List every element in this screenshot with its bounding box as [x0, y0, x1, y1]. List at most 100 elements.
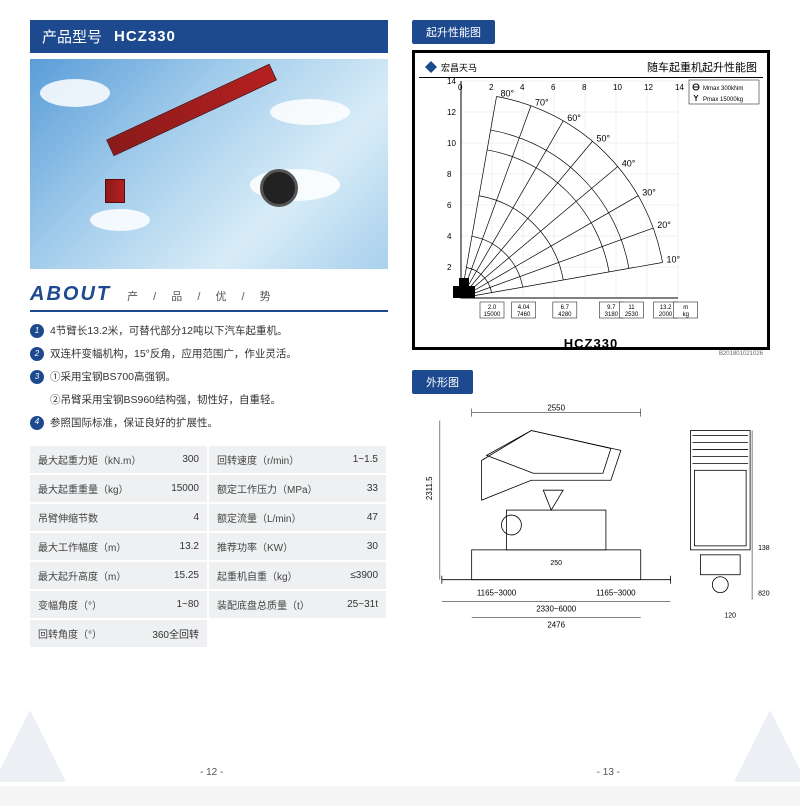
- spec-cell: 最大起重重量（kg） 15000: [30, 475, 209, 504]
- product-photo: [30, 59, 388, 269]
- spec-cell: 回转角度（°） 360全回转: [30, 620, 209, 649]
- svg-text:m: m: [683, 305, 688, 311]
- svg-text:8: 8: [582, 83, 587, 92]
- svg-text:20°: 20°: [657, 220, 671, 230]
- outline-diagram: 2550 2311.5 250 1165~3000 1165~3000 2330…: [412, 400, 770, 650]
- feature-text: 双连杆变幅机构，15°反角，应用范围广，作业灵活。: [50, 345, 388, 364]
- svg-text:250: 250: [550, 560, 562, 567]
- feature-item: 3 ①采用宝钢BS700高强钢。: [30, 368, 388, 387]
- svg-text:7460: 7460: [517, 312, 531, 318]
- spec-value: 300: [174, 454, 199, 465]
- spec-label: 最大起升高度（m）: [38, 568, 126, 583]
- svg-text:6: 6: [447, 201, 452, 210]
- chart-code: B201801021026: [419, 351, 763, 357]
- chart-title: 随车起重机起升性能图: [647, 59, 757, 75]
- spec-value: 1~80: [168, 599, 199, 610]
- feature-item: 1 4节臂长13.2米，可替代部分12吨以下汽车起重机。: [30, 322, 388, 341]
- feature-item: 4 参照国际标准，保证良好的扩展性。: [30, 414, 388, 433]
- svg-text:50°: 50°: [597, 133, 611, 143]
- model-header: 产品型号 HCZ330: [30, 20, 388, 53]
- svg-text:12: 12: [447, 108, 456, 117]
- chart-model: HCZ330: [419, 334, 763, 351]
- spec-value: 13.2: [172, 541, 199, 552]
- spec-value: ≤3900: [342, 570, 378, 581]
- svg-text:1165~3000: 1165~3000: [477, 589, 517, 598]
- svg-text:2000: 2000: [659, 312, 673, 318]
- feature-badge: 3: [30, 370, 44, 384]
- spec-cell: 变幅角度（°）1~80: [30, 591, 209, 620]
- about-subtitle: 产 / 品 / 优 / 势: [127, 288, 277, 304]
- spec-cell: 最大起升高度（m） 15.25: [30, 562, 209, 591]
- spec-value: 30: [359, 541, 378, 552]
- page-number-left: - 12 -: [200, 767, 223, 778]
- spec-label: 吊臂伸缩节数: [38, 510, 98, 525]
- spec-value: 1~1.5: [345, 454, 378, 465]
- svg-text:Mmax 300kNm: Mmax 300kNm: [703, 86, 743, 92]
- features-list: 1 4节臂长13.2米，可替代部分12吨以下汽车起重机。 2双连杆变幅机构，15°反…: [30, 322, 388, 436]
- spec-value: 47: [359, 512, 378, 523]
- spec-label: 额定工作压力（MPa）: [217, 481, 318, 496]
- spec-cell: 最大工作幅度（m） 13.2: [30, 533, 209, 562]
- svg-text:2: 2: [447, 263, 452, 272]
- svg-text:14: 14: [675, 83, 684, 92]
- spec-cell: 推荐功率（KW） 30: [209, 533, 388, 562]
- svg-text:820: 820: [758, 591, 770, 598]
- feature-text: 参照国际标准，保证良好的扩展性。: [50, 414, 388, 433]
- svg-text:2476: 2476: [547, 620, 565, 629]
- page-number-right: - 13 -: [597, 767, 620, 778]
- svg-text:30°: 30°: [642, 188, 656, 198]
- spec-label: 回转角度（°）: [38, 626, 102, 641]
- feature-badge: 4: [30, 416, 44, 430]
- spec-cell: 吊臂伸缩节数4: [30, 504, 209, 533]
- spec-table: 最大起重力矩（kN.m） 300 回转速度（r/min） 1~1.5 最大起重重量（kg…: [30, 446, 388, 649]
- svg-text:14: 14: [447, 78, 456, 86]
- svg-text:2311.5: 2311.5: [425, 476, 434, 500]
- svg-text:11: 11: [628, 305, 635, 311]
- spec-label: 最大起重力矩（kN.m）: [38, 452, 141, 467]
- spec-cell: 起重机自重（kg） ≤3900: [209, 562, 388, 591]
- perf-tab: 起升性能图: [412, 20, 495, 44]
- svg-text:4.04: 4.04: [518, 305, 530, 311]
- feature-item: 2双连杆变幅机构，15°反角，应用范围广，作业灵活。: [30, 345, 388, 364]
- svg-text:Pmax 15000kg: Pmax 15000kg: [703, 97, 743, 103]
- header-label: 产品型号: [42, 26, 102, 47]
- spec-label: 装配底盘总质量（t）: [217, 597, 310, 612]
- svg-text:4: 4: [520, 83, 525, 92]
- spec-value: 15000: [163, 483, 199, 494]
- spec-label: 推荐功率（KW）: [217, 539, 293, 554]
- svg-text:138: 138: [758, 545, 770, 552]
- spec-label: 最大起重重量（kg）: [38, 481, 129, 496]
- spec-cell: 回转速度（r/min） 1~1.5: [209, 446, 388, 475]
- svg-text:9.7: 9.7: [607, 305, 616, 311]
- spec-value: 15.25: [166, 570, 199, 581]
- svg-text:60°: 60°: [567, 113, 581, 123]
- spec-value: 25~31t: [339, 599, 378, 610]
- svg-text:6.7: 6.7: [561, 305, 570, 311]
- svg-text:80°: 80°: [501, 89, 515, 99]
- feature-text: ①采用宝钢BS700高强钢。: [50, 368, 388, 387]
- svg-text:10: 10: [613, 83, 622, 92]
- svg-text:2330~6000: 2330~6000: [536, 605, 577, 614]
- spec-label: 回转速度（r/min）: [217, 452, 299, 467]
- performance-chart: 宏昌天马 随车起重机起升性能图 Mmax 300kNm Pmax 15000kg…: [412, 50, 770, 350]
- spec-label: 起重机自重（kg）: [217, 568, 298, 583]
- feature-badge: 1: [30, 324, 44, 338]
- svg-text:3180: 3180: [605, 312, 619, 318]
- svg-text:6: 6: [551, 83, 556, 92]
- svg-text:120: 120: [724, 612, 736, 619]
- svg-text:2530: 2530: [625, 312, 639, 318]
- svg-text:15000: 15000: [484, 312, 501, 318]
- spec-cell: 装配底盘总质量（t） 25~31t: [209, 591, 388, 620]
- outline-tab: 外形图: [412, 370, 473, 394]
- spec-label: 最大工作幅度（m）: [38, 539, 126, 554]
- svg-text:2: 2: [489, 83, 494, 92]
- chart-brand: 宏昌天马: [425, 61, 477, 74]
- header-model: HCZ330: [114, 28, 176, 45]
- about-header: ABOUT 产 / 品 / 优 / 势: [30, 283, 388, 312]
- spec-value: 360全回转: [144, 626, 199, 641]
- spec-cell: 最大起重力矩（kN.m） 300: [30, 446, 209, 475]
- spec-value: 33: [359, 483, 378, 494]
- perf-fan-chart: Mmax 300kNm Pmax 15000kg2468101214024681…: [419, 78, 763, 334]
- feature-text: 4节臂长13.2米，可替代部分12吨以下汽车起重机。: [50, 322, 388, 341]
- svg-text:1165~3000: 1165~3000: [596, 589, 636, 598]
